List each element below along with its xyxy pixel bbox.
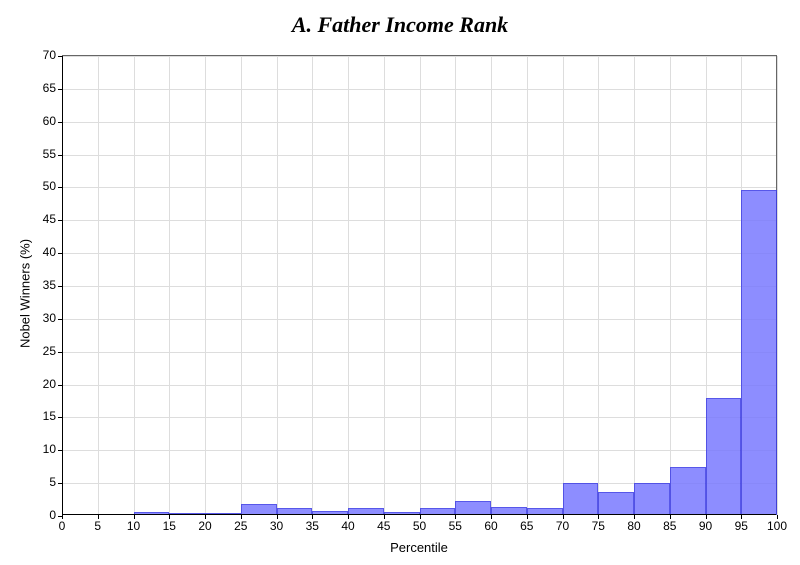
grid-line-vertical [563, 56, 564, 515]
grid-line-vertical [634, 56, 635, 515]
x-tick-label: 25 [234, 519, 247, 533]
x-tick-label: 45 [377, 519, 390, 533]
x-axis-line [62, 514, 776, 515]
y-tick-label: 70 [43, 48, 56, 62]
bar [455, 501, 491, 515]
y-tick-label: 45 [43, 212, 56, 226]
x-tick-label: 80 [627, 519, 640, 533]
y-tick-label: 50 [43, 179, 56, 193]
y-tick-label: 5 [49, 475, 56, 489]
x-tick-label: 70 [556, 519, 569, 533]
y-axis-line [62, 56, 63, 515]
chart-title: A. Father Income Rank [0, 12, 800, 38]
grid-line-vertical [277, 56, 278, 515]
x-tick-label: 60 [484, 519, 497, 533]
grid-line-vertical [348, 56, 349, 515]
y-axis-label: Nobel Winners (%) [18, 239, 33, 348]
y-tick-label: 10 [43, 442, 56, 456]
grid-line-vertical [777, 56, 778, 515]
y-tick-label: 30 [43, 311, 56, 325]
x-tick-label: 90 [699, 519, 712, 533]
x-tick-label: 15 [163, 519, 176, 533]
x-tick-label: 10 [127, 519, 140, 533]
bar [670, 467, 706, 515]
x-tick-label: 100 [767, 519, 787, 533]
bar [598, 492, 634, 515]
grid-line-vertical [420, 56, 421, 515]
x-tick-label: 40 [341, 519, 354, 533]
y-tick-label: 0 [49, 508, 56, 522]
grid-line-vertical [384, 56, 385, 515]
x-tick-label: 5 [94, 519, 101, 533]
bar [706, 398, 742, 515]
grid-line-vertical [670, 56, 671, 515]
y-tick-label: 40 [43, 245, 56, 259]
chart-container: A. Father Income Rank 051015202530354045… [0, 0, 800, 565]
grid-line-vertical [98, 56, 99, 515]
grid-line-vertical [205, 56, 206, 515]
x-tick-label: 35 [306, 519, 319, 533]
grid-line-vertical [455, 56, 456, 515]
x-tick-label: 85 [663, 519, 676, 533]
x-tick-label: 20 [198, 519, 211, 533]
x-tick-label: 55 [449, 519, 462, 533]
y-tick-label: 35 [43, 278, 56, 292]
x-tick-label: 30 [270, 519, 283, 533]
grid-line-vertical [312, 56, 313, 515]
grid-line-vertical [598, 56, 599, 515]
x-axis-label: Percentile [390, 540, 448, 555]
y-tick-label: 25 [43, 344, 56, 358]
x-tick-label: 65 [520, 519, 533, 533]
y-tick-label: 55 [43, 147, 56, 161]
bar [634, 483, 670, 515]
y-tick-label: 15 [43, 409, 56, 423]
grid-line-vertical [169, 56, 170, 515]
grid-line-vertical [527, 56, 528, 515]
y-tick-label: 65 [43, 81, 56, 95]
x-tick-label: 0 [59, 519, 66, 533]
grid-line-vertical [241, 56, 242, 515]
y-tick-label: 20 [43, 377, 56, 391]
grid-line-vertical [491, 56, 492, 515]
x-tick-label: 95 [735, 519, 748, 533]
y-tick-label: 60 [43, 114, 56, 128]
x-tick-label: 50 [413, 519, 426, 533]
grid-line-vertical [134, 56, 135, 515]
bar [563, 483, 599, 515]
x-tick-label: 75 [592, 519, 605, 533]
plot-area: 0510152025303540455055606570051015202530… [62, 55, 777, 515]
bar [741, 190, 777, 515]
